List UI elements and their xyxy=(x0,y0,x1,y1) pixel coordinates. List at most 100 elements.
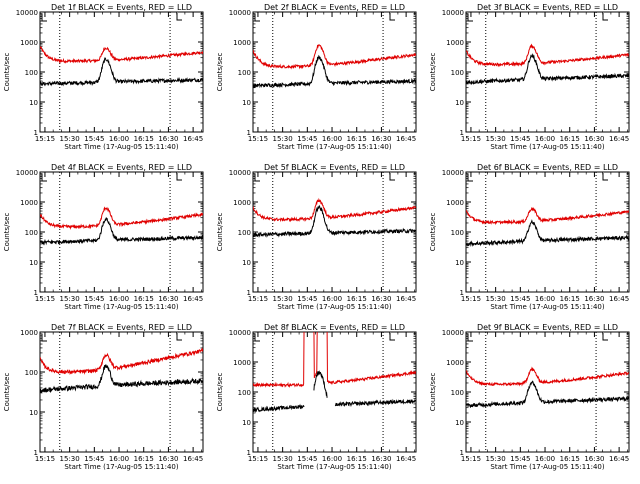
y-tick-label: 100 xyxy=(238,389,251,397)
x-tick-label: 16:00 xyxy=(535,135,555,143)
panel-det-9: Det 9f BLACK = Events, RED = LLD Counts/s… xyxy=(429,323,630,471)
y-tick-label: 10000 xyxy=(16,9,38,17)
panel-det-1: Det 1f BLACK = Events, RED = LLD Counts/s… xyxy=(3,3,204,151)
y-tick-label: 1000 xyxy=(20,329,38,337)
x-tick-label: 16:00 xyxy=(535,455,555,463)
panel-det-2: Det 2f BLACK = Events, RED = LLD Counts/s… xyxy=(216,3,417,151)
y-tick-label: 10 xyxy=(29,259,38,267)
x-axis-label: Start Time (17-Aug-05 15:11:40) xyxy=(64,463,178,471)
marker-L-bracket xyxy=(41,174,47,182)
y-tick-label: 100 xyxy=(238,69,251,77)
marker-L-bracket xyxy=(176,333,182,341)
x-tick-label: 15:30 xyxy=(273,455,293,463)
series-red-line xyxy=(253,197,416,223)
x-tick-label: 16:15 xyxy=(560,295,580,303)
plot-frame xyxy=(465,171,630,293)
x-tick-label: 16:00 xyxy=(535,295,555,303)
series-black-line xyxy=(253,204,416,283)
x-axis-label: Start Time (17-Aug-05 15:11:40) xyxy=(490,143,604,151)
y-tick-label: 100 xyxy=(25,229,38,237)
y-tick-label: 1000 xyxy=(446,199,464,207)
x-tick-label: 16:15 xyxy=(134,295,154,303)
y-tick-label: 100 xyxy=(451,229,464,237)
y-axis-label: Counts/sec xyxy=(216,213,224,252)
x-tick-label: 16:15 xyxy=(560,135,580,143)
series-black-line xyxy=(40,364,203,440)
y-axis-label: Counts/sec xyxy=(429,53,437,92)
y-tick-label: 10000 xyxy=(229,169,251,177)
y-tick-label: 100 xyxy=(25,69,38,77)
series-red-line xyxy=(40,206,203,230)
x-tick-label: 16:45 xyxy=(609,455,629,463)
y-tick-label: 100 xyxy=(451,69,464,77)
x-tick-label: 16:30 xyxy=(584,455,604,463)
y-tick-label: 10 xyxy=(29,409,38,417)
panel-title: Det 1f BLACK = Events, RED = LLD xyxy=(51,3,192,12)
x-tick-label: 15:45 xyxy=(84,135,104,143)
x-tick-label: 15:45 xyxy=(510,455,530,463)
marker-L-bracket xyxy=(389,13,395,21)
y-tick-label: 1 xyxy=(34,289,38,297)
y-axis-label: Counts/sec xyxy=(429,213,437,252)
panel-det-4: Det 4f BLACK = Events, RED = LLD Counts/s… xyxy=(3,163,204,311)
series-red-line xyxy=(40,46,203,64)
y-tick-label: 1000 xyxy=(233,199,251,207)
y-tick-label: 1000 xyxy=(20,199,38,207)
x-axis-label: Start Time (17-Aug-05 15:11:40) xyxy=(277,463,391,471)
y-tick-label: 1 xyxy=(460,289,464,297)
x-axis-label: Start Time (17-Aug-05 15:11:40) xyxy=(490,303,604,311)
x-tick-label: 15:30 xyxy=(486,135,506,143)
x-tick-label: 15:15 xyxy=(461,455,481,463)
x-tick-label: 16:00 xyxy=(109,455,129,463)
plot-frame xyxy=(39,11,204,133)
x-tick-label: 16:45 xyxy=(183,455,203,463)
x-tick-label: 15:15 xyxy=(248,295,268,303)
x-tick-label: 15:45 xyxy=(84,295,104,303)
x-axis-label: Start Time (17-Aug-05 15:11:40) xyxy=(490,463,604,471)
y-tick-label: 1 xyxy=(247,449,251,457)
y-tick-label: 10000 xyxy=(229,9,251,17)
x-tick-label: 15:30 xyxy=(60,455,80,463)
x-axis-label: Start Time (17-Aug-05 15:11:40) xyxy=(277,143,391,151)
x-tick-label: 16:45 xyxy=(396,295,416,303)
marker-L-bracket xyxy=(602,173,608,181)
x-axis-label: Start Time (17-Aug-05 15:11:40) xyxy=(277,303,391,311)
series-black-line xyxy=(40,56,203,123)
marker-L-bracket xyxy=(389,173,395,181)
x-tick-label: 16:15 xyxy=(134,135,154,143)
y-tick-label: 100 xyxy=(238,229,251,237)
panel-det-5: Det 5f BLACK = Events, RED = LLD Counts/s… xyxy=(216,163,417,311)
y-axis-label: Counts/sec xyxy=(429,373,437,412)
panel-title: Det 4f BLACK = Events, RED = LLD xyxy=(51,163,192,172)
plot-frame xyxy=(465,11,630,133)
y-tick-label: 10 xyxy=(455,99,464,107)
series-red-line xyxy=(253,332,416,389)
x-tick-label: 15:30 xyxy=(60,295,80,303)
y-tick-label: 10 xyxy=(455,259,464,267)
x-tick-label: 16:15 xyxy=(347,295,367,303)
x-tick-label: 16:15 xyxy=(134,455,154,463)
y-axis-label: Counts/sec xyxy=(216,373,224,412)
y-axis-label: Counts/sec xyxy=(3,373,11,412)
plot-frame xyxy=(39,331,204,453)
x-tick-label: 16:00 xyxy=(322,135,342,143)
x-axis-label: Start Time (17-Aug-05 15:11:40) xyxy=(64,143,178,151)
series-black-line xyxy=(40,217,203,283)
x-tick-label: 15:15 xyxy=(248,135,268,143)
y-tick-label: 10000 xyxy=(442,329,464,337)
marker-L-bracket xyxy=(602,13,608,21)
y-tick-label: 10 xyxy=(242,259,251,267)
marker-L-bracket xyxy=(467,14,473,22)
y-tick-label: 10000 xyxy=(16,169,38,177)
panel-det-3: Det 3f BLACK = Events, RED = LLD Counts/s… xyxy=(429,3,630,151)
y-tick-label: 1 xyxy=(247,289,251,297)
x-tick-label: 16:00 xyxy=(322,295,342,303)
y-tick-label: 10000 xyxy=(442,9,464,17)
marker-L-bracket xyxy=(602,333,608,341)
panel-title: Det 8f BLACK = Events, RED = LLD xyxy=(264,323,405,332)
x-tick-label: 15:45 xyxy=(297,455,317,463)
plot-frame xyxy=(465,331,630,453)
y-tick-label: 10000 xyxy=(442,169,464,177)
x-tick-label: 15:45 xyxy=(297,135,317,143)
x-tick-label: 15:30 xyxy=(273,135,293,143)
